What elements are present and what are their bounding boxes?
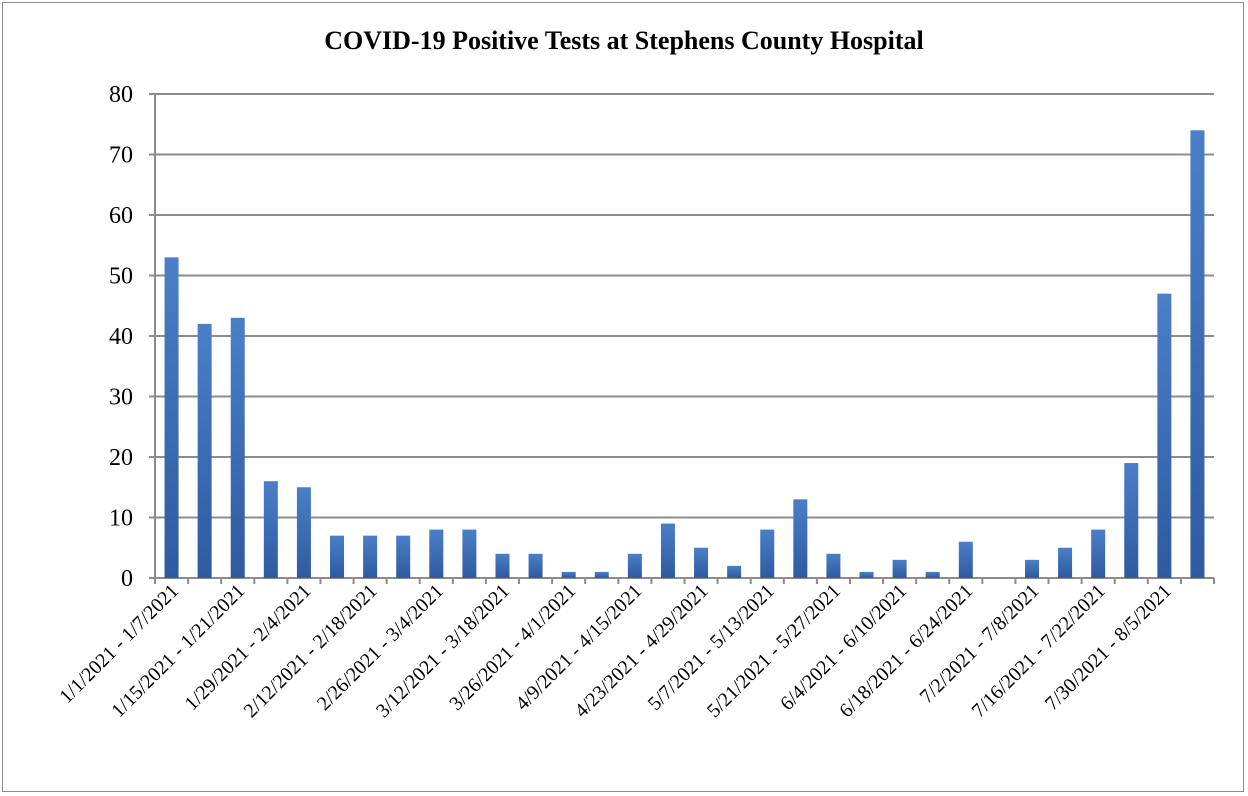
bar (793, 499, 808, 578)
chart-title: COVID-19 Positive Tests at Stephens Coun… (324, 26, 924, 55)
y-tick-label: 80 (109, 82, 133, 108)
bars (164, 130, 1205, 579)
x-tick-label: 7/30/2021 - 8/5/2021 (1041, 580, 1176, 715)
bar (1024, 559, 1039, 578)
bar (230, 317, 245, 578)
y-tick-label: 40 (109, 324, 133, 350)
bar (396, 535, 411, 578)
bar (660, 523, 675, 578)
y-tick-label: 30 (109, 385, 133, 411)
x-tick-label: 4/9/2021 - 4/15/2021 (511, 580, 646, 715)
bar (760, 529, 775, 578)
bar (694, 547, 709, 578)
x-tick-label: 5/7/2021 - 5/13/2021 (644, 580, 779, 715)
x-tick-label: 7/2/2021 - 7/8/2021 (916, 580, 1044, 708)
y-tick-label: 50 (109, 264, 133, 290)
x-tick-label: 3/26/2021 - 4/1/2021 (445, 580, 580, 715)
y-tick-label: 60 (109, 203, 133, 229)
bar (826, 553, 841, 578)
bar (296, 487, 311, 578)
x-tick-label: 6/4/2021 - 6/10/2021 (776, 580, 911, 715)
x-tick-label: 1/29/2021 - 2/4/2021 (180, 580, 315, 715)
bar (1124, 463, 1139, 578)
bar (363, 535, 378, 578)
bar (561, 571, 576, 578)
bar (1058, 547, 1073, 578)
bar (958, 541, 973, 578)
y-tick-label: 10 (109, 506, 133, 532)
bar (164, 257, 179, 578)
bar (925, 571, 940, 578)
bar (1091, 529, 1106, 578)
bar (197, 323, 212, 578)
bar (1190, 130, 1205, 579)
y-tick-label: 20 (109, 445, 133, 471)
x-tick-label: 1/1/2021 - 1/7/2021 (55, 580, 183, 708)
bar (594, 571, 609, 578)
bar (429, 529, 444, 578)
gridlines (155, 93, 1214, 519)
bar (263, 481, 278, 578)
y-tick-label: 0 (121, 566, 133, 592)
bar (727, 565, 742, 578)
bar (462, 529, 477, 578)
bar (859, 571, 874, 578)
y-tick-label: 70 (109, 143, 133, 169)
x-tick-label: 2/26/2021 - 3/4/2021 (313, 580, 448, 715)
bar (1157, 293, 1172, 578)
bar (892, 559, 907, 578)
bar (627, 553, 642, 578)
bar (330, 535, 345, 578)
bar (528, 553, 543, 578)
bar (495, 553, 510, 578)
y-axis-ticks: 0 10 20 30 40 50 60 70 80 (109, 82, 155, 592)
